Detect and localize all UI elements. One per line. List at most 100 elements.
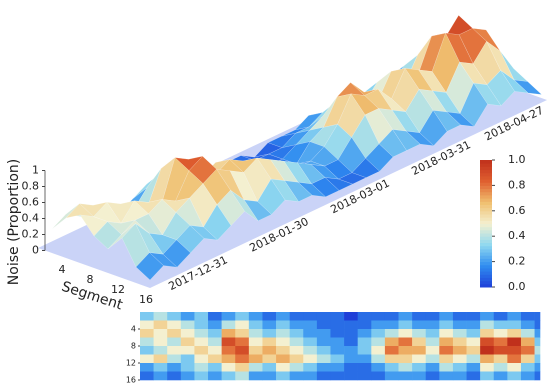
colorbar-step: [480, 172, 492, 177]
heat-cell: [330, 337, 345, 347]
colorbar-step: [480, 264, 492, 269]
z-tick-label: 0: [32, 244, 39, 257]
heat-cell: [344, 329, 358, 338]
colorbar-step: [480, 226, 492, 231]
heat-cell: [507, 363, 522, 372]
heat-cell: [208, 329, 222, 338]
heat-cell: [248, 337, 263, 347]
heat-cell: [208, 337, 222, 347]
colorbar-step: [480, 220, 492, 224]
heat-cell: [330, 312, 345, 321]
heat-cell: [303, 371, 318, 381]
heat-cell: [153, 337, 168, 347]
colorbar-step: [480, 210, 492, 215]
z-axis-title: Noise (Proportion): [6, 159, 22, 285]
heat-cell: [384, 329, 399, 338]
heat-tick-label: 16: [126, 376, 136, 385]
heat-cell: [140, 346, 154, 355]
heat-cell: [398, 346, 413, 355]
heat-cell: [520, 329, 535, 338]
heat-cell: [371, 312, 386, 321]
heat-cell: [248, 346, 263, 355]
segment-tick-label: 8: [87, 273, 94, 286]
heat-cell: [398, 320, 413, 330]
heat-cell: [262, 354, 277, 364]
heat-cell: [180, 329, 195, 338]
heat-cell: [316, 346, 331, 355]
heat-tick-label: 8: [131, 342, 136, 351]
heat-cell: [425, 337, 440, 347]
colorbar-step: [480, 223, 492, 228]
colorbar-step: [480, 201, 492, 205]
heat-cell: [180, 337, 195, 347]
heat-cell: [371, 354, 386, 364]
heat-cell: [493, 320, 508, 330]
heat-cell: [480, 320, 495, 330]
heat-cell: [398, 329, 413, 338]
heat-cell: [167, 346, 182, 355]
heat-cell: [493, 363, 508, 372]
heat-cell: [221, 320, 236, 330]
heat-cell: [289, 371, 304, 381]
heat-cell: [208, 312, 222, 321]
heat-cell: [180, 346, 195, 355]
heat-cell: [344, 363, 358, 372]
colorbar-step: [480, 267, 492, 272]
colorbar: 1.0 0.8 0.6 0.4 0.2 0.0: [480, 153, 526, 293]
heat-cell: [276, 312, 290, 321]
heat-cell: [398, 354, 413, 364]
heat-cell: [520, 371, 535, 381]
heat-cell: [384, 354, 399, 364]
z-tick-label: 0.6: [22, 196, 40, 209]
heat-cell: [180, 354, 195, 364]
heat-cell: [262, 329, 277, 338]
colorbar-step: [480, 239, 492, 244]
heat-cell: [262, 346, 277, 355]
colorbar-step: [480, 198, 492, 202]
heat-cell: [534, 320, 541, 330]
heat-cell: [507, 320, 522, 330]
heat-cell: [167, 363, 182, 372]
heat-cell: [153, 329, 168, 338]
heat-cell: [262, 337, 277, 347]
heat-cell: [276, 363, 290, 372]
colorbar-step: [480, 163, 492, 167]
heat-cell: [439, 346, 454, 355]
heat-cell: [466, 312, 481, 321]
heat-cell: [412, 337, 427, 347]
colorbar-step: [480, 255, 492, 259]
heat-cell: [208, 354, 222, 364]
z-tick-label: 0.8: [22, 180, 40, 193]
heat-cell: [248, 312, 263, 321]
heat-cell: [289, 354, 304, 364]
heat-cell: [344, 346, 358, 355]
heat-cell: [534, 346, 541, 355]
colorbar-step: [480, 182, 492, 186]
heat-cell: [398, 363, 413, 372]
heat-cell: [534, 371, 541, 381]
heat-cell: [520, 337, 535, 347]
heat-cell: [344, 337, 358, 347]
heat-cell: [262, 371, 277, 381]
heat-cell: [303, 312, 318, 321]
heat-cell: [153, 371, 168, 381]
heat-cell: [289, 346, 304, 355]
heat-cell: [534, 363, 541, 372]
heat-cell: [371, 337, 386, 347]
heat-cell: [425, 354, 440, 364]
heat-cell: [194, 329, 209, 338]
heat-cell: [248, 363, 263, 372]
heat-cell: [248, 371, 263, 381]
heat-cell: [493, 329, 508, 338]
colorbar-step: [480, 207, 492, 212]
heat-cell: [371, 320, 386, 330]
segment-tick-label: 4: [59, 263, 66, 276]
heat-cell: [208, 346, 222, 355]
heat-cell: [235, 329, 250, 338]
heat-cell: [221, 312, 236, 321]
heat-cell: [412, 371, 427, 381]
heat-cell: [316, 354, 331, 364]
colorbar-step: [480, 261, 492, 266]
heat-cell: [493, 312, 508, 321]
